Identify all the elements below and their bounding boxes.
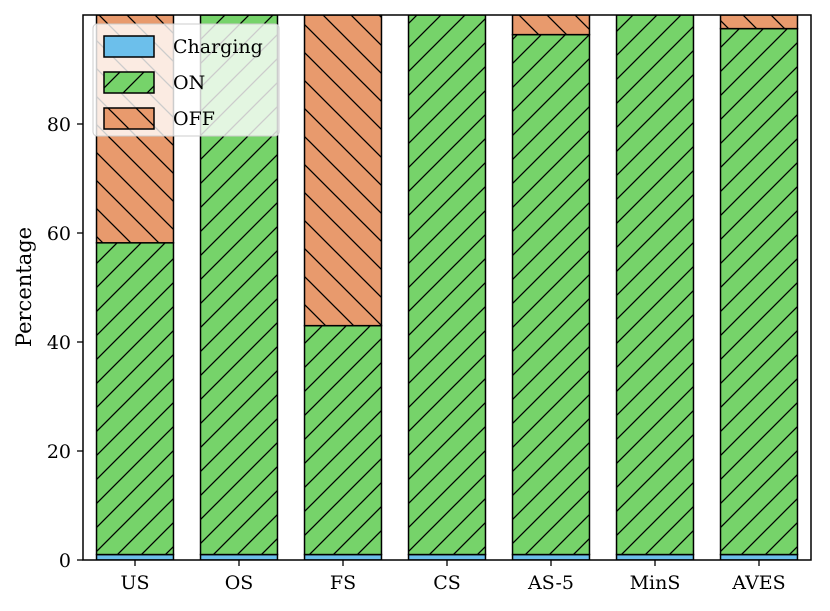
x-tick-label-os: OS	[225, 572, 254, 594]
bar-outline	[407, 15, 487, 556]
y-tick-label: 20	[47, 441, 71, 463]
bar-hatch	[512, 34, 590, 555]
legend-swatch-hatch	[104, 72, 154, 93]
x-tick-label-cs: CS	[433, 572, 461, 594]
legend-label-off: OFF	[173, 108, 215, 130]
legend-label-on: ON	[173, 72, 205, 94]
y-tick-label: 40	[47, 332, 71, 354]
bar-hatch	[304, 325, 382, 555]
bar-charging-us	[96, 554, 174, 560]
legend-swatch-outline	[103, 71, 155, 94]
bar-hatch	[512, 15, 590, 35]
bar-outline	[511, 15, 591, 36]
legend: Charging ON OFF	[92, 23, 280, 137]
legend-swatch-hatch	[104, 108, 154, 129]
bar-outline	[303, 15, 383, 327]
bar-hatch	[96, 242, 174, 555]
bar-hatch	[408, 15, 486, 555]
bar-hatch	[616, 15, 694, 555]
x-axis: US OS FS CS AS-5 MinS AVES	[120, 560, 786, 594]
x-tick-label-us: US	[120, 572, 149, 594]
bar-charging-as-5	[512, 554, 590, 560]
bar-outline	[719, 15, 799, 30]
bar-outline	[615, 15, 695, 556]
x-tick-label-as-5: AS-5	[527, 572, 574, 594]
bar-charging-cs	[408, 554, 486, 560]
y-axis-label: Percentage	[12, 227, 36, 347]
x-tick-label-mins: MinS	[630, 572, 681, 594]
legend-label-charging: Charging	[173, 36, 263, 58]
y-tick-label: 0	[59, 550, 71, 572]
x-tick-label-aves: AVES	[731, 572, 785, 594]
bar-charging-mins	[616, 554, 694, 560]
y-axis: 0 20 40 60 80	[47, 114, 83, 572]
bar-charging-aves	[720, 554, 798, 560]
legend-swatch-outline	[103, 107, 155, 130]
bar-hatch	[304, 15, 382, 326]
bar-charging-os	[200, 554, 278, 560]
legend-swatch-charging	[104, 36, 154, 57]
bar-hatch	[720, 28, 798, 555]
bar-charging-fs	[304, 554, 382, 560]
y-tick-label: 80	[47, 114, 71, 136]
legend-swatch-outline	[103, 35, 155, 58]
bar-outline	[199, 15, 279, 556]
y-tick-label: 60	[47, 223, 71, 245]
bar-hatch	[720, 15, 798, 29]
x-tick-label-fs: FS	[330, 572, 356, 594]
